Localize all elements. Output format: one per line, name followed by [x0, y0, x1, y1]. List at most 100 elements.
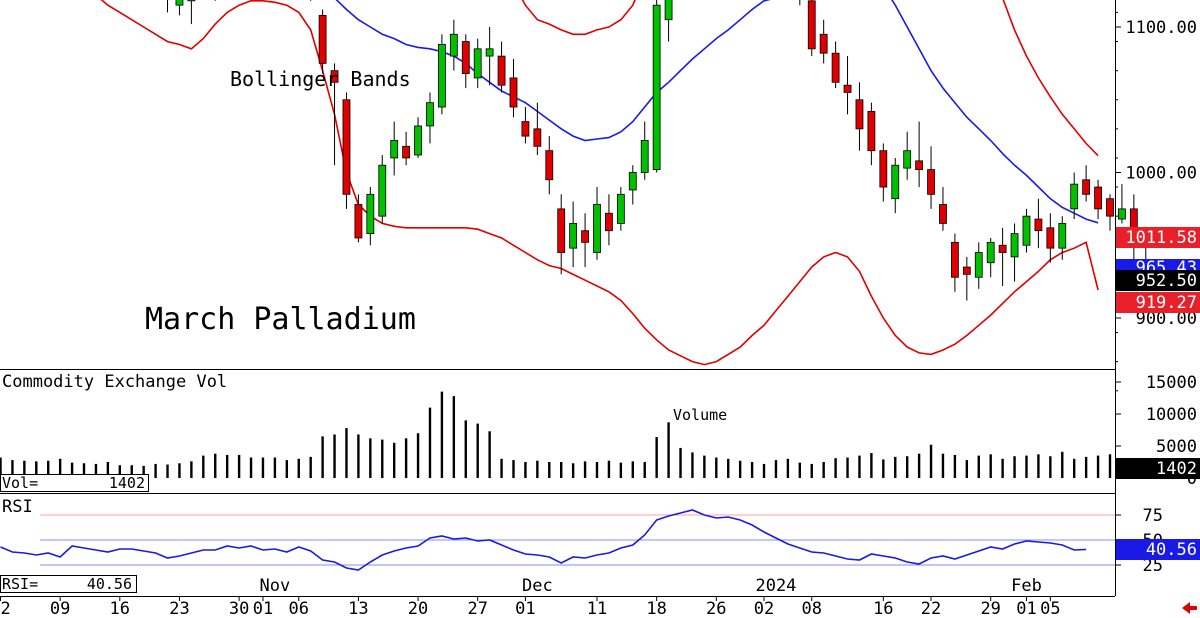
volume-panel-label: Commodity Exchange Vol — [2, 372, 227, 392]
candle-body — [366, 193, 375, 235]
candle-body — [342, 99, 351, 195]
candle-body — [175, 0, 184, 6]
candle — [986, 237, 995, 278]
candle-body — [951, 241, 959, 278]
rsi-readout: RSI= 40.56 — [0, 575, 137, 593]
candle — [461, 34, 470, 89]
candle-body — [473, 48, 482, 79]
candle — [998, 227, 1007, 286]
candle — [426, 92, 434, 144]
candle-body — [318, 14, 327, 64]
candle — [1118, 184, 1126, 224]
candle-body — [640, 140, 649, 173]
candle — [1022, 208, 1031, 253]
candle — [545, 136, 554, 195]
candle — [939, 187, 947, 231]
upper-band-flag: 1011.58 — [1116, 227, 1200, 248]
candle-body — [533, 128, 542, 147]
candle — [807, 0, 816, 57]
lower-bollinger-band — [100, 0, 1099, 366]
candle-body — [569, 223, 578, 249]
candle — [855, 82, 864, 151]
candle-body — [891, 164, 900, 200]
rsi-axis-tick-label: 75 — [1143, 506, 1163, 526]
bands-annotation: Bollinger Bands — [230, 67, 411, 91]
candle — [1106, 194, 1114, 231]
volume-axis-tick-label: 10000 — [1146, 405, 1197, 425]
candle-body — [378, 164, 387, 217]
candle-body — [986, 241, 995, 264]
candle-body — [652, 4, 661, 170]
volume-flag-value: 1402 — [1156, 459, 1197, 479]
candle-body — [509, 77, 518, 108]
volume-readout-value: 1402 — [109, 474, 145, 492]
candle — [891, 157, 900, 214]
candle-body — [939, 204, 947, 224]
candle-body — [831, 52, 840, 83]
candle-body — [819, 33, 828, 54]
volume-readout-label: Vol= — [2, 474, 38, 492]
volume-readout: Vol= 1402 — [0, 474, 149, 492]
candle — [819, 19, 828, 64]
candle — [664, 0, 673, 42]
candle-body — [330, 70, 339, 83]
upper-bollinger-band — [521, 0, 1099, 157]
candle — [330, 63, 339, 166]
candle-body — [1094, 186, 1102, 210]
candle-body — [485, 48, 494, 57]
candle — [1046, 213, 1055, 263]
candle-body — [616, 193, 625, 224]
candle — [402, 131, 411, 166]
x-axis-tick-label: 22 — [921, 599, 941, 618]
candle-body — [855, 99, 864, 130]
x-axis-tick-label: 06 — [289, 599, 309, 618]
candle-body — [449, 33, 458, 57]
candle-body — [545, 150, 554, 181]
candle — [843, 56, 852, 115]
x-axis-period-label: Feb — [1011, 576, 1042, 596]
x-axis-tick-label: 02 — [754, 599, 774, 618]
candle — [605, 194, 613, 246]
x-axis-tick-label: 09 — [50, 599, 70, 618]
scroll-left-arrow-icon[interactable] — [1182, 602, 1197, 614]
x-axis-tick-label: 05 — [1040, 599, 1060, 618]
candle — [1094, 179, 1102, 220]
x-axis-tick-label: 02 — [0, 599, 11, 618]
candle — [438, 34, 446, 115]
x-axis-tick-label: 13 — [348, 599, 368, 618]
candle — [167, 0, 169, 13]
candle — [628, 165, 637, 205]
x-axis-tick-label: 16 — [110, 599, 130, 618]
candle — [509, 59, 518, 118]
rsi-readout-value: 40.56 — [87, 575, 132, 593]
candle-body — [867, 110, 876, 152]
candle-body — [1034, 218, 1043, 232]
candle-body — [521, 121, 530, 137]
price-axis-tick-label: 1000.00 — [1125, 164, 1197, 184]
candle — [867, 102, 876, 166]
rsi-flag-value: 40.56 — [1146, 540, 1197, 560]
candle — [915, 121, 924, 188]
candle — [521, 107, 530, 144]
candle-body — [390, 140, 399, 159]
candle-body — [1046, 227, 1055, 249]
candle — [342, 92, 351, 209]
candle — [903, 131, 912, 180]
x-axis-tick-label: 01 — [1016, 599, 1036, 618]
volume-flag: 1402 — [1116, 458, 1200, 479]
volume-axis-tick-label: 5000 — [1156, 437, 1197, 457]
last-price-flag: 952.50 — [1116, 270, 1200, 291]
x-axis-tick-label: 11 — [587, 599, 607, 618]
candle — [497, 41, 506, 93]
price-axis-tick-label: 900.00 — [1136, 309, 1197, 329]
volume-annotation: Volume — [673, 406, 727, 424]
candle — [616, 187, 625, 231]
candle — [473, 38, 482, 89]
upper-band-value: 1011.58 — [1125, 228, 1197, 248]
x-axis-period-label: Dec — [522, 576, 553, 596]
candle-body — [843, 84, 852, 93]
candle-body — [605, 212, 613, 232]
x-axis-tick-label: 29 — [980, 599, 1000, 618]
